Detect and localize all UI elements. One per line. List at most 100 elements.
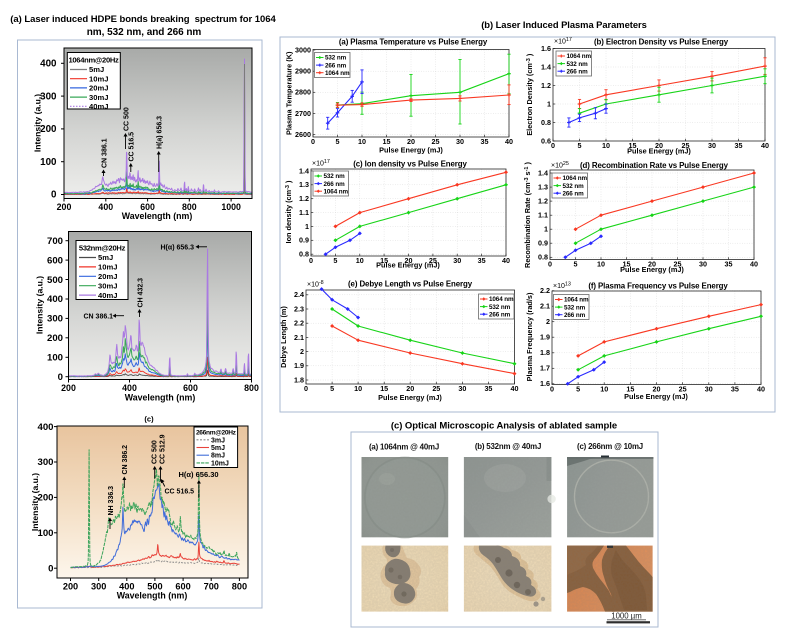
svg-text:200: 200 bbox=[61, 383, 76, 393]
svg-text:Intensity (a.u.): Intensity (a.u.) bbox=[30, 473, 40, 531]
svg-text:CN 386.1: CN 386.1 bbox=[101, 138, 108, 168]
svg-text:Intensity (a.u.): Intensity (a.u.) bbox=[35, 276, 45, 334]
svg-text:1.8: 1.8 bbox=[294, 375, 304, 384]
svg-text:0: 0 bbox=[309, 256, 313, 265]
svg-text:532nm@20Hz: 532nm@20Hz bbox=[79, 244, 126, 253]
svg-text:×1025: ×1025 bbox=[551, 161, 569, 170]
svg-text:2600: 2600 bbox=[295, 130, 311, 139]
svg-text:1: 1 bbox=[305, 222, 309, 231]
svg-text:30mJ: 30mJ bbox=[89, 93, 108, 102]
svg-text:30: 30 bbox=[458, 384, 466, 393]
svg-text:Electron Density (cm-3 ): Electron Density (cm-3 ) bbox=[525, 53, 534, 136]
svg-text:35: 35 bbox=[484, 384, 492, 393]
svg-text:300: 300 bbox=[40, 91, 57, 102]
svg-text:×1017: ×1017 bbox=[312, 159, 330, 168]
svg-text:×1017: ×1017 bbox=[554, 37, 572, 46]
svg-text:20: 20 bbox=[655, 141, 663, 150]
svg-text:30: 30 bbox=[456, 137, 464, 146]
svg-text:Debye Length (m): Debye Length (m) bbox=[279, 306, 288, 368]
svg-text:(d) Recombination Rate vs Puls: (d) Recombination Rate vs Pulse Energy bbox=[580, 161, 729, 170]
svg-text:2: 2 bbox=[300, 347, 304, 356]
svg-text:1.6: 1.6 bbox=[541, 44, 551, 53]
svg-text:Wavelength (nm): Wavelength (nm) bbox=[122, 211, 193, 221]
svg-text:(c): (c) bbox=[144, 415, 154, 424]
svg-text:1064 nm: 1064 nm bbox=[563, 175, 588, 182]
svg-text:2.1: 2.1 bbox=[294, 333, 304, 342]
svg-text:0: 0 bbox=[51, 190, 57, 201]
svg-text:1.6: 1.6 bbox=[540, 379, 550, 388]
svg-text:Ion density (cm-3 ): Ion density (cm-3 ) bbox=[284, 180, 293, 243]
svg-text:200: 200 bbox=[57, 202, 72, 212]
svg-text:500: 500 bbox=[147, 582, 162, 592]
svg-text:Pulse Energy (mJ): Pulse Energy (mJ) bbox=[378, 393, 442, 402]
svg-text:Wavelength (nm): Wavelength (nm) bbox=[117, 591, 188, 601]
svg-text:2700: 2700 bbox=[295, 109, 311, 118]
svg-text:(c) Ion density vs Pulse Energ: (c) Ion density vs Pulse Energy bbox=[353, 160, 467, 169]
svg-text:800: 800 bbox=[182, 202, 197, 212]
svg-text:800: 800 bbox=[244, 383, 259, 393]
svg-text:CC 500: CC 500 bbox=[123, 107, 130, 131]
svg-text:532 nm: 532 nm bbox=[564, 304, 586, 311]
svg-text:40: 40 bbox=[761, 141, 769, 150]
svg-text:20: 20 bbox=[648, 260, 656, 269]
svg-text:35: 35 bbox=[478, 256, 486, 265]
svg-text:(f) Plasma Frequency vs Pulse: (f) Plasma Frequency vs Pulse Energy bbox=[588, 282, 728, 291]
svg-text:35: 35 bbox=[731, 385, 739, 394]
svg-text:40mJ: 40mJ bbox=[98, 291, 117, 300]
svg-text:Recombination Rate (cm-3 s-1: Recombination Rate (cm-3 s-1 ) bbox=[523, 161, 532, 267]
svg-text:25: 25 bbox=[432, 137, 440, 146]
svg-text:5: 5 bbox=[578, 141, 582, 150]
svg-text:(c) Optical Microscopic Analys: (c) Optical Microscopic Analysis of abla… bbox=[391, 421, 617, 432]
svg-text:0: 0 bbox=[58, 372, 63, 383]
svg-text:1064 nm: 1064 nm bbox=[564, 297, 589, 304]
svg-text:1.2: 1.2 bbox=[541, 81, 551, 90]
svg-text:20mJ: 20mJ bbox=[89, 84, 108, 93]
svg-text:400: 400 bbox=[122, 383, 137, 393]
svg-text:(a) 1064nm @ 40mJ: (a) 1064nm @ 40mJ bbox=[369, 443, 439, 452]
svg-text:1.9: 1.9 bbox=[294, 361, 304, 370]
svg-text:5mJ: 5mJ bbox=[89, 65, 104, 74]
svg-text:30mJ: 30mJ bbox=[98, 281, 117, 290]
svg-text:300: 300 bbox=[37, 457, 53, 468]
svg-text:25: 25 bbox=[674, 260, 682, 269]
svg-text:5mJ: 5mJ bbox=[98, 253, 113, 262]
svg-text:0: 0 bbox=[551, 141, 555, 150]
svg-text:266 nm: 266 nm bbox=[564, 312, 586, 319]
svg-text:0.6: 0.6 bbox=[541, 136, 551, 145]
svg-text:5: 5 bbox=[333, 256, 337, 265]
svg-text:40mJ: 40mJ bbox=[89, 102, 108, 111]
svg-text:532 nm: 532 nm bbox=[325, 55, 347, 62]
svg-text:CN 386.1: CN 386.1 bbox=[84, 314, 114, 321]
svg-text:0: 0 bbox=[311, 137, 315, 146]
svg-text:(c) 266nm @ 10mJ: (c) 266nm @ 10mJ bbox=[577, 442, 643, 451]
svg-text:30: 30 bbox=[453, 256, 461, 265]
svg-text:266 nm: 266 nm bbox=[567, 68, 589, 75]
svg-text:H(a) 656.3: H(a) 656.3 bbox=[157, 116, 164, 149]
svg-text:CC 512.9: CC 512.9 bbox=[160, 434, 167, 464]
svg-text:500: 500 bbox=[47, 275, 63, 286]
svg-text:1: 1 bbox=[547, 99, 551, 108]
svg-text:Pulse Energy (mJ): Pulse Energy (mJ) bbox=[627, 147, 691, 156]
svg-text:700: 700 bbox=[47, 236, 63, 247]
svg-text:532 nm: 532 nm bbox=[324, 173, 346, 180]
svg-text:0: 0 bbox=[48, 563, 53, 574]
svg-text:100: 100 bbox=[37, 528, 53, 539]
svg-text:H(α) 656.3: H(α) 656.3 bbox=[161, 245, 195, 252]
svg-text:Intensity (a.u.): Intensity (a.u.) bbox=[33, 94, 43, 152]
svg-text:1.8: 1.8 bbox=[540, 348, 550, 357]
svg-text:(b) Laser Induced Plasma Param: (b) Laser Induced Plasma Parameters bbox=[481, 19, 647, 30]
svg-text:40: 40 bbox=[511, 384, 519, 393]
svg-text:5: 5 bbox=[574, 260, 578, 269]
svg-text:2.4: 2.4 bbox=[294, 290, 304, 299]
svg-text:H(α) 656.30: H(α) 656.30 bbox=[179, 470, 219, 479]
svg-text:(b) 532nm @ 40mJ: (b) 532nm @ 40mJ bbox=[475, 442, 541, 451]
svg-text:25: 25 bbox=[679, 385, 687, 394]
svg-text:30: 30 bbox=[699, 260, 707, 269]
svg-text:1064 nm: 1064 nm bbox=[325, 70, 350, 77]
svg-text:5: 5 bbox=[336, 137, 340, 146]
svg-text:1: 1 bbox=[544, 225, 548, 234]
svg-text:1000 µm: 1000 µm bbox=[611, 612, 642, 621]
svg-text:25: 25 bbox=[429, 256, 437, 265]
svg-text:0: 0 bbox=[550, 385, 554, 394]
svg-text:400: 400 bbox=[47, 294, 63, 305]
